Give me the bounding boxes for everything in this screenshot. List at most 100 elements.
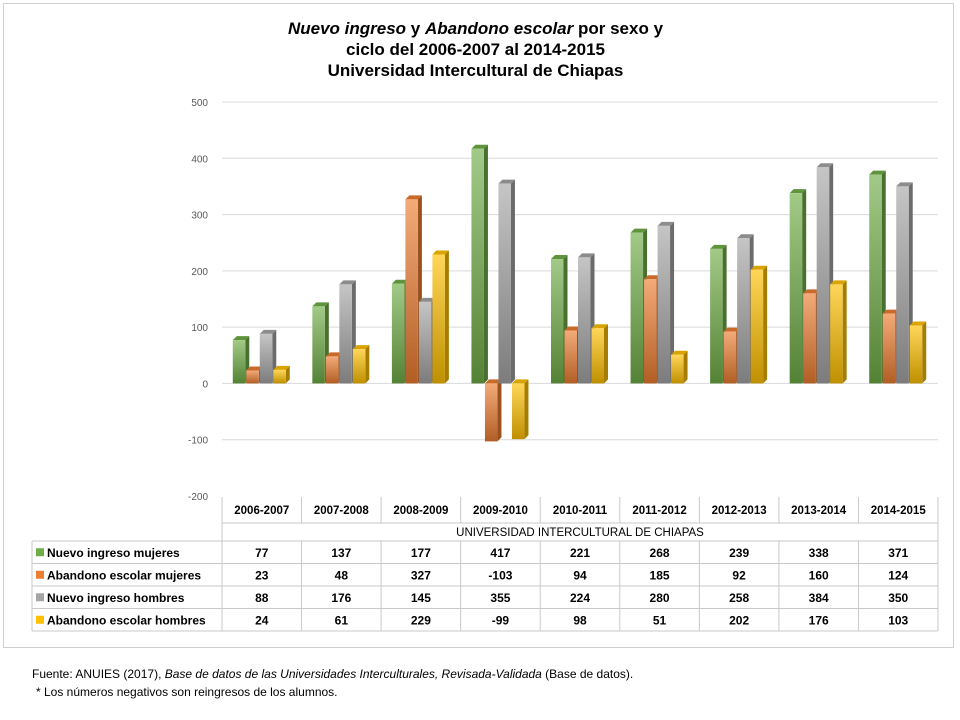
bar-side [483,144,488,384]
category-label: 2014-2015 [871,505,927,517]
bar-top [803,289,820,294]
bar-top [896,182,913,187]
y-tick-label: 300 [191,211,208,222]
table-value: 77 [255,546,269,560]
table-value: 185 [650,568,670,582]
title-line-2: ciclo del 2006-2007 al 2014-2015 [346,40,605,59]
y-tick-label: 400 [191,154,208,165]
bar-top [312,302,329,307]
source-suffix: (Base de datos). [541,667,634,681]
bar [498,183,511,384]
bar-top [630,228,648,233]
legend-swatch [36,593,44,602]
bar-top [484,379,502,384]
table-value: 124 [888,568,908,582]
category-label: 2006-2007 [234,505,289,517]
table-value: -99 [492,613,510,627]
bar [750,269,764,384]
bar-top [232,336,250,341]
bar [551,259,564,384]
table-value: 280 [650,591,670,605]
bar [471,148,484,384]
title-line-3: Universidad Intercultural de Chiapas [327,61,624,80]
bar-top [671,350,688,355]
table-value: 160 [809,568,829,582]
legend-label: Abandono escolar hombres [47,613,206,627]
y-axis: -200 -100 0 100 200 300 400 500 [188,98,208,503]
bar-top [869,170,886,175]
bar [644,279,657,384]
bar-top [511,379,529,384]
table-value: 239 [729,546,749,560]
bar [484,383,498,442]
table-value: 24 [255,613,269,627]
bar [246,370,259,384]
bar [418,301,432,384]
bar-side [524,379,529,440]
y-tick-label: -100 [188,436,208,447]
bar [816,167,830,384]
table-value: 371 [888,546,908,560]
category-label: 2011-2012 [632,505,686,517]
bar-top [418,297,436,302]
table-value: 350 [888,591,908,605]
table-value: 258 [729,591,749,605]
title-end: por sexo y [573,19,664,38]
table-value: 61 [335,613,349,627]
table-value: 145 [411,591,431,605]
y-tick-label: 0 [202,379,208,390]
bar [909,325,923,384]
data-table: 2006-2007 2007-2008 2008-2009 2009-2010 2010… [31,497,939,632]
bar-top [498,179,515,184]
bar-side [510,179,515,384]
bar-side [842,280,847,384]
legend-swatch [36,570,44,579]
table-value: 51 [653,613,667,627]
table-value: 176 [331,591,351,605]
bar-top [882,309,900,314]
source-italic: Base de datos de las Universidades Inter… [161,667,542,681]
table-value: 355 [490,591,510,605]
category-label: 2012-2013 [712,505,767,517]
bar-side [444,250,449,384]
table-value: 229 [411,613,431,627]
bar-top [591,324,608,329]
footnote: * Los números negativos son reingresos d… [36,685,338,699]
bar [511,383,525,440]
y-tick-label: 100 [191,323,208,334]
bar [405,199,418,384]
title-italic-a: Nuevo ingreso [287,19,407,38]
category-label: 2010-2011 [553,505,608,517]
bar [896,186,909,384]
bars-layer [232,144,927,442]
bar [259,333,273,384]
bar-top [339,280,356,285]
bar-side [763,265,768,384]
bar [671,354,684,384]
table-value: 88 [255,591,269,605]
bar [391,283,405,384]
bar [352,349,366,384]
bar [232,340,246,384]
bar [869,174,882,384]
bar [882,313,896,384]
bar [273,369,286,384]
category-label: 2008-2009 [393,505,448,517]
bar-top [432,250,449,255]
source-line: Fuente: ANUIES (2017), Base de datos de … [32,665,633,683]
bar-side [604,324,608,384]
category-group-label: UNIVERSIDAD INTERCULTURAL DE CHIAPAS [456,527,704,539]
legend-swatch [36,548,44,557]
bar-top [471,144,488,149]
table-value: 221 [570,546,590,560]
bar [325,356,339,384]
bar-chart: -200 -100 0 100 200 300 400 500 2006-2007 2007-2… [31,98,939,632]
bar-side [922,321,927,384]
table-value: 23 [255,568,269,582]
table-value: 98 [573,613,587,627]
table-value: 137 [331,546,351,560]
legend-label: Nuevo ingreso hombres [47,591,185,605]
bar-top [789,189,807,194]
bar-top [816,163,834,168]
bar-top [750,265,768,270]
